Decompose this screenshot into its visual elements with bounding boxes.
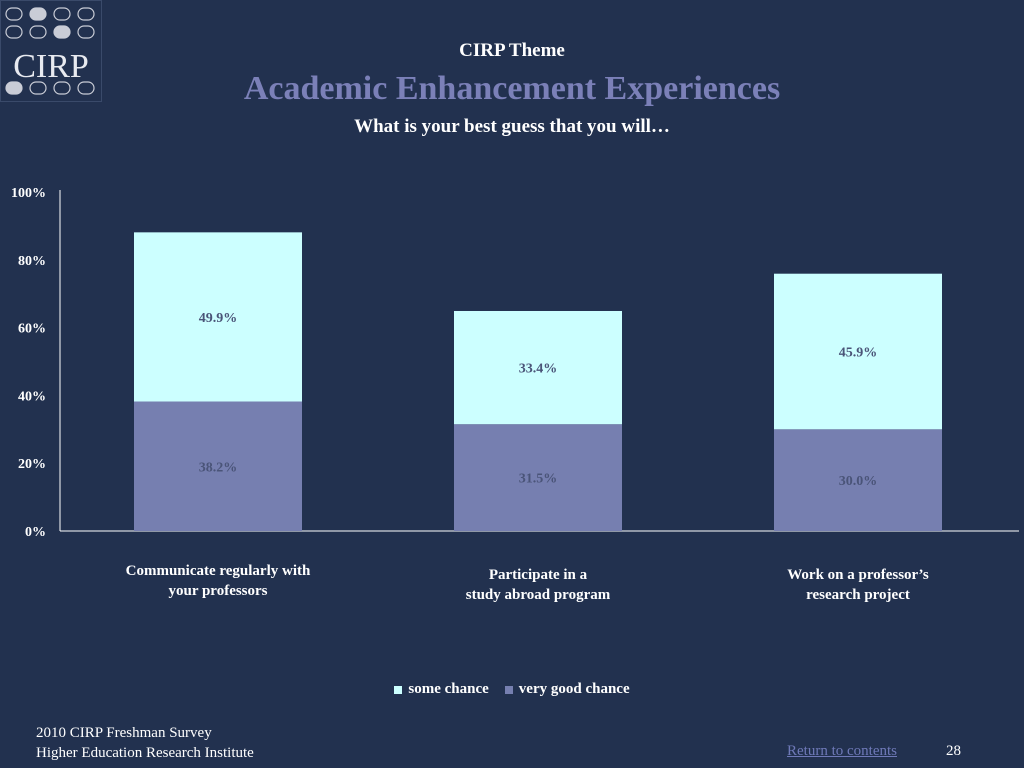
bar-labels-group: 38.2% 49.9% 31.5% 33.4% 30.0% 45.9% [199,311,878,489]
category-label-line: your professors [168,583,268,599]
category-label-line: Communicate regularly with [125,563,311,579]
legend-item: very good chance [504,681,630,698]
category-label-line: research project [806,587,910,603]
bar-value-label: 45.9% [839,345,878,360]
bar-value-label: 30.0% [839,474,878,489]
y-tick-label: 20% [18,457,46,472]
legend: some chance very good chance [0,681,1024,698]
page-number: 28 [946,743,961,759]
legend-item: some chance [394,681,489,698]
theme-label: CIRP Theme [459,40,565,61]
bar-very-good-chance [774,429,942,531]
category-label: Participate in a study abroad program [418,565,658,605]
bars-group [134,232,942,531]
bar-some-chance [134,232,302,402]
footer-institute: Higher Education Research Institute [36,745,254,761]
bar-value-label: 31.5% [519,472,558,487]
legend-swatch [504,685,513,694]
bar-very-good-chance [134,401,302,531]
legend-swatch [394,685,403,694]
question-subtitle: What is your best guess that you will… [354,116,670,137]
category-label-line: Work on a professor’s [787,567,929,583]
category-label-line: Participate in a [488,567,588,583]
bar-some-chance [774,273,942,430]
y-tick-label: 60% [18,322,46,337]
bar-value-label: 33.4% [519,362,558,377]
category-label: Communicate regularly with your professor… [98,561,338,601]
y-tick-label: 0% [25,525,46,540]
legend-label: some chance [408,681,489,697]
y-tick-label: 100% [11,186,46,201]
bar-very-good-chance [454,424,622,531]
y-tick-label: 80% [18,254,46,269]
return-to-contents-link[interactable]: Return to contents [787,743,897,759]
bar-value-label: 38.2% [199,460,238,475]
page-title: Academic Enhancement Experiences [243,70,781,107]
footer-source: 2010 CIRP Freshman Survey Higher Educati… [36,723,254,763]
logo-dot-pattern [5,7,95,95]
logo-text: CIRP [13,48,89,85]
category-label: Work on a professor’s research project [738,565,978,605]
legend-label: very good chance [518,681,630,697]
category-label-line: study abroad program [465,587,611,603]
y-tick-label: 40% [18,389,46,404]
footer-survey: 2010 CIRP Freshman Survey [36,725,212,741]
cirp-logo: CIRP [0,0,102,102]
bar-value-label: 49.9% [199,311,238,326]
bar-some-chance [454,310,622,425]
